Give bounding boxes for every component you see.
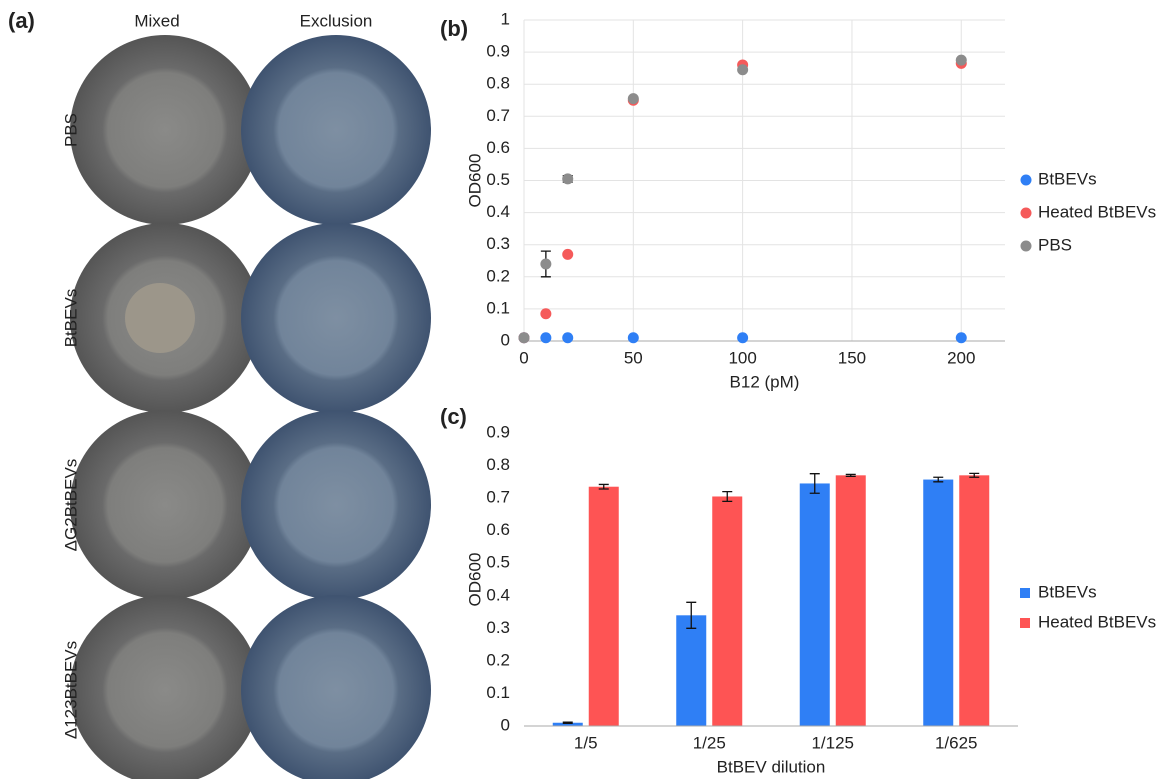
column-label: Exclusion	[300, 11, 373, 30]
x-tick-label: 150	[838, 348, 866, 367]
point	[519, 332, 530, 343]
legend-label: Heated BtBEVs	[1038, 202, 1156, 221]
x-tick-label: 1/25	[693, 733, 726, 752]
y-tick-label: 0.6	[486, 138, 510, 157]
y-tick-label: 0	[501, 330, 510, 349]
y-tick-label: 0.3	[486, 234, 510, 253]
plate	[241, 595, 431, 779]
figure: (a) Mixed Exclusion PBS BtBEVs ΔG2BtBEVs…	[0, 0, 1164, 779]
y-tick-label: 0.9	[486, 422, 510, 441]
bar	[836, 475, 866, 726]
legend-label: Heated BtBEVs	[1038, 612, 1156, 631]
y-tick-label: 0.3	[486, 618, 510, 637]
y-tick-label: 0.5	[486, 553, 510, 572]
x-tick-label: 0	[519, 348, 528, 367]
plate	[70, 595, 260, 779]
legend-label: BtBEVs	[1038, 582, 1097, 601]
y-tick-label: 0	[501, 715, 510, 734]
plate-spot	[125, 283, 195, 353]
y-tick-label: 0.2	[486, 266, 510, 285]
y-tick-label: 0.8	[486, 74, 510, 93]
x-axis-title: B12 (pM)	[730, 372, 800, 391]
point	[562, 332, 573, 343]
bar	[589, 487, 619, 726]
x-axis-title: BtBEV dilution	[717, 757, 826, 776]
x-tick-label: 50	[624, 348, 643, 367]
point	[540, 258, 551, 269]
y-tick-label: 0.5	[486, 170, 510, 189]
bar	[676, 615, 706, 726]
row-label: PBS	[61, 113, 80, 147]
panel-label: (b)	[440, 16, 468, 41]
y-tick-label: 0.7	[486, 488, 510, 507]
legend-marker	[1020, 588, 1030, 598]
row-label: ΔG2BtBEVs	[61, 459, 80, 552]
bar	[712, 496, 742, 726]
x-tick-label: 100	[728, 348, 756, 367]
legend-label: PBS	[1038, 235, 1072, 254]
legend-label: BtBEVs	[1038, 169, 1097, 188]
panel-label: (a)	[8, 8, 35, 33]
y-tick-label: 0.1	[486, 683, 510, 702]
y-tick-label: 1	[501, 9, 510, 28]
y-tick-label: 0.2	[486, 650, 510, 669]
error-bar	[846, 474, 856, 476]
y-tick-label: 0.9	[486, 42, 510, 61]
legend-marker	[1021, 241, 1032, 252]
plate	[70, 410, 260, 600]
bar	[959, 475, 989, 726]
point	[956, 332, 967, 343]
y-tick-label: 0.8	[486, 455, 510, 474]
x-tick-label: 1/625	[935, 733, 978, 752]
point	[737, 64, 748, 75]
column-label: Mixed	[134, 11, 179, 30]
bar	[800, 483, 830, 726]
row-label: Δ123BtBEVs	[61, 641, 80, 739]
legend-marker	[1021, 175, 1032, 186]
error-bar	[969, 473, 979, 477]
plate	[241, 35, 431, 225]
row-label: BtBEVs	[61, 289, 80, 348]
plate	[70, 35, 260, 225]
y-tick-label: 0.1	[486, 298, 510, 317]
point	[956, 55, 967, 66]
y-axis-title: OD600	[465, 154, 484, 208]
point	[737, 332, 748, 343]
point	[628, 93, 639, 104]
point	[562, 249, 573, 260]
panel-label: (c)	[440, 404, 467, 429]
y-axis-title: OD600	[465, 553, 484, 607]
plates	[70, 35, 431, 779]
bar	[923, 480, 953, 726]
x-tick-label: 1/125	[811, 733, 854, 752]
x-tick-label: 1/5	[574, 733, 598, 752]
legend-marker	[1020, 618, 1030, 628]
plate	[241, 410, 431, 600]
legend-marker	[1021, 208, 1032, 219]
point	[540, 332, 551, 343]
y-tick-label: 0.6	[486, 520, 510, 539]
y-tick-label: 0.4	[486, 202, 510, 221]
panel-a: (a) Mixed Exclusion PBS BtBEVs ΔG2BtBEVs…	[8, 8, 431, 779]
point	[628, 332, 639, 343]
x-tick-label: 200	[947, 348, 975, 367]
point	[562, 173, 573, 184]
point	[540, 308, 551, 319]
y-tick-label: 0.4	[486, 585, 510, 604]
plate	[241, 223, 431, 413]
y-tick-label: 0.7	[486, 106, 510, 125]
